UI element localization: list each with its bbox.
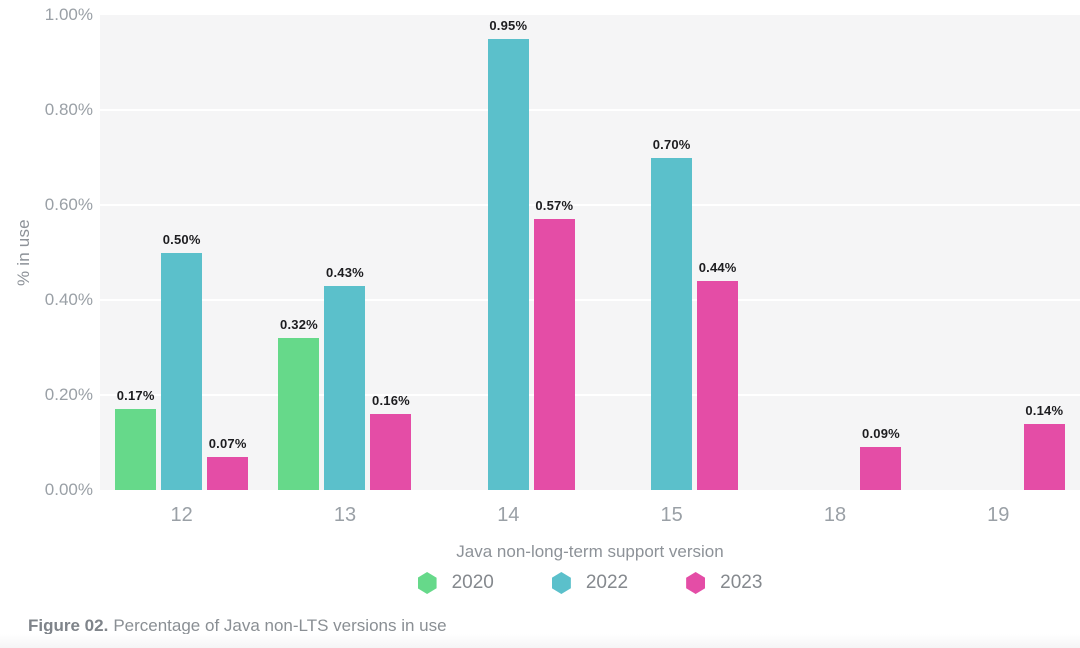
y-tick-label: 0.80% bbox=[44, 100, 93, 119]
y-tick-label: 0.60% bbox=[44, 195, 93, 214]
bar-value-label: 0.57% bbox=[535, 198, 574, 214]
bar-value-label: 0.70% bbox=[652, 136, 691, 152]
x-category-label-18: 18 bbox=[823, 504, 847, 526]
bar-2022-java15[interactable] bbox=[651, 157, 693, 490]
gridline bbox=[100, 394, 1080, 396]
y-tick-label: 1.00% bbox=[44, 5, 93, 24]
bar-slot: 0.43% bbox=[324, 264, 366, 490]
bar-slot: 0.70% bbox=[651, 136, 693, 490]
legend-label: 2022 bbox=[585, 572, 629, 593]
bar-value-label: 0.95% bbox=[489, 17, 528, 33]
gridline bbox=[100, 299, 1080, 301]
bar-2023-java19[interactable] bbox=[1023, 423, 1065, 490]
x-category-label-15: 15 bbox=[660, 504, 683, 526]
figure-caption: Figure 02. Percentage of Java non-LTS ver… bbox=[28, 616, 447, 636]
legend-label: 2020 bbox=[451, 572, 494, 593]
bar-slot: 0.17% bbox=[115, 388, 157, 490]
bar-value-label: 0.09% bbox=[862, 426, 900, 442]
bar-group-18: 0.09% bbox=[753, 15, 916, 490]
bar-groups: 0.17% 0.50% 0.07% 0.32% 0.43% 0.16% 0.95% 0.57%… bbox=[100, 15, 1080, 490]
bar-2023-java15[interactable] bbox=[697, 281, 739, 490]
bar-2023-java18[interactable] bbox=[860, 447, 902, 490]
y-tick-label: 0.00% bbox=[44, 480, 93, 499]
bar-2022-java12[interactable] bbox=[161, 252, 203, 490]
bar-slot: 0.07% bbox=[207, 435, 249, 490]
x-axis-title: Java non-long-term support version bbox=[456, 542, 724, 561]
bar-2020-java13[interactable] bbox=[278, 338, 320, 490]
legend: 2020 2022 2023 bbox=[100, 572, 1080, 594]
bar-group-14: 0.95% 0.57% bbox=[427, 15, 590, 490]
bar-2020-java12[interactable] bbox=[115, 409, 157, 490]
gridline bbox=[100, 109, 1080, 111]
bar-group-19: 0.14% bbox=[917, 15, 1080, 490]
bar-value-label: 0.50% bbox=[162, 231, 201, 247]
gridline bbox=[100, 204, 1080, 206]
legend-item-2023[interactable]: 2023 bbox=[686, 572, 762, 594]
legend-hexagon-icon bbox=[417, 572, 437, 594]
x-category-label-12: 12 bbox=[170, 504, 193, 526]
y-tick-label: 0.40% bbox=[44, 290, 93, 309]
bar-2023-java14[interactable] bbox=[533, 219, 575, 490]
bar-2023-java13[interactable] bbox=[370, 414, 412, 490]
legend-item-2022[interactable]: 2022 bbox=[551, 572, 629, 594]
bar-2022-java13[interactable] bbox=[324, 285, 366, 490]
bar-2023-java12[interactable] bbox=[207, 456, 249, 490]
x-category-label-19: 19 bbox=[987, 504, 1010, 526]
bar-slot: 0.44% bbox=[697, 260, 739, 490]
bar-group-15: 0.70% 0.44% bbox=[590, 15, 753, 490]
bar-slot: 0.50% bbox=[161, 231, 203, 490]
bar-value-label: 0.07% bbox=[208, 435, 247, 451]
bar-slot: 0.95% bbox=[487, 17, 529, 490]
bar-value-label: 0.43% bbox=[326, 264, 364, 280]
bar-group-12: 0.17% 0.50% 0.07% bbox=[100, 15, 263, 490]
bar-value-label: 0.14% bbox=[1025, 402, 1064, 418]
bar-2022-java14[interactable] bbox=[487, 38, 529, 490]
bar-value-label: 0.17% bbox=[116, 388, 155, 404]
bar-slot: 0.16% bbox=[370, 393, 412, 490]
bar-slot: 0.09% bbox=[860, 426, 902, 490]
bar-slot: 0.14% bbox=[1023, 402, 1065, 490]
plot-area: 0.17% 0.50% 0.07% 0.32% 0.43% 0.16% 0.95% 0.57%… bbox=[100, 15, 1080, 490]
x-axis-labels: 12 13 14 15 18 19 bbox=[100, 504, 1080, 527]
bar-value-label: 0.44% bbox=[698, 260, 737, 275]
legend-hexagon-icon bbox=[551, 572, 571, 594]
bar-slot: 0.57% bbox=[533, 198, 575, 490]
legend-label: 2023 bbox=[720, 572, 763, 593]
figure-caption-text: Percentage of Java non-LTS versions in u… bbox=[113, 616, 447, 635]
bar-value-label: 0.32% bbox=[280, 317, 318, 332]
bar-value-label: 0.16% bbox=[372, 393, 410, 408]
x-category-label-13: 13 bbox=[333, 504, 357, 526]
y-tick-label: 0.20% bbox=[44, 385, 93, 404]
y-axis-ticks: 1.00% 0.80% 0.60% 0.40% 0.20% 0.00% bbox=[0, 5, 93, 499]
legend-item-2020[interactable]: 2020 bbox=[417, 572, 494, 594]
x-category-label-14: 14 bbox=[497, 504, 520, 526]
bar-slot: 0.32% bbox=[278, 317, 320, 490]
bar-group-13: 0.32% 0.43% 0.16% bbox=[263, 15, 426, 490]
figure-caption-number: Figure 02. bbox=[28, 616, 109, 635]
legend-hexagon-icon bbox=[686, 572, 706, 594]
page-bottom-edge bbox=[0, 634, 1080, 648]
